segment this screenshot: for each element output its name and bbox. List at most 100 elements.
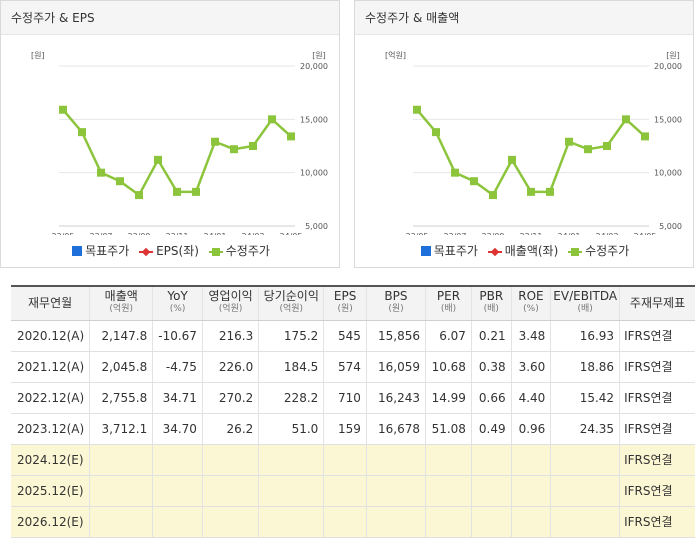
value-cell	[470, 444, 512, 476]
value-cell: 16,678	[365, 413, 426, 445]
column-header-label: 당기순이익	[263, 289, 319, 304]
adjusted-price-point[interactable]	[59, 105, 67, 114]
adjusted-price-point[interactable]	[230, 145, 238, 154]
adjusted-price-line	[62, 108, 292, 197]
adjusted-price-point[interactable]	[603, 142, 611, 150]
adjusted-price-point[interactable]	[154, 155, 162, 164]
column-header: EV/EBITDA (배)	[550, 285, 620, 321]
eps-chart-legend: 목표주가 EPS(좌) 수정주가	[1, 242, 341, 259]
adjusted-price-point[interactable]	[641, 132, 649, 141]
eps-chart-svg: [원] [원] 20,000 15,000 10,000 5,000 23/05 23/07 2…	[31, 51, 328, 235]
value-cell: 574	[323, 351, 367, 383]
value-cell	[365, 506, 426, 538]
legend-eps[interactable]: EPS(좌)	[139, 242, 199, 259]
value-cell	[365, 444, 426, 476]
table-body: 2020.12(A) 2,147.8 -10.67 216.3 175.2 545 15,8…	[11, 320, 695, 538]
adjusted-price-point[interactable]	[451, 168, 459, 177]
adjusted-price-point[interactable]	[192, 187, 200, 196]
adjusted-price-point[interactable]	[565, 137, 573, 146]
value-cell: 16,059	[365, 351, 426, 383]
legend-adjusted-price[interactable]: 수정주가	[208, 242, 270, 259]
value-cell: 51.0	[258, 413, 324, 445]
value-cell	[323, 506, 367, 538]
blue-square-icon	[72, 246, 83, 256]
period-cell: 2021.12(A)	[11, 351, 90, 383]
table-row: 2022.12(A) 2,755.8 34.71 270.2 228.2 710 16,24…	[11, 382, 695, 414]
adjusted-price-line	[416, 108, 646, 197]
value-cell	[510, 444, 551, 476]
column-header-label: PER	[436, 289, 461, 304]
legend-target-price[interactable]: 목표주가	[72, 242, 129, 259]
adjusted-price-point[interactable]	[268, 115, 276, 124]
column-header-unit: (억원)	[218, 304, 243, 315]
column-header-unit: (억원)	[109, 304, 134, 315]
value-cell: 270.2	[201, 382, 259, 414]
value-cell: 0.49	[470, 413, 512, 445]
value-cell: 0.38	[470, 351, 512, 383]
adjusted-price-point[interactable]	[622, 115, 630, 124]
table-row: 2020.12(A) 2,147.8 -10.67 216.3 175.2 545 15,8…	[11, 320, 695, 352]
column-header: 주재무제표	[619, 285, 695, 321]
column-header: EPS (원)	[323, 285, 367, 321]
green-square-line-icon	[568, 247, 583, 257]
sales-chart-title: 수정주가 & 매출액	[355, 1, 693, 35]
value-cell	[258, 444, 324, 476]
legend-sales[interactable]: 매출액(좌)	[487, 242, 558, 259]
value-cell	[550, 475, 620, 507]
legend-adjusted-price[interactable]: 수정주가	[568, 242, 629, 259]
table-row: 2025.12(E) IFRS연결	[11, 475, 695, 507]
column-header: ROE (%)	[510, 285, 551, 321]
adjusted-price-point[interactable]	[173, 187, 181, 196]
y-tick-label: 20,000	[654, 62, 682, 71]
value-cell: -4.75	[152, 351, 203, 383]
value-cell: 4.40	[510, 382, 551, 414]
adjusted-price-point[interactable]	[135, 191, 143, 200]
left-axis-unit: [억원]	[385, 50, 406, 60]
value-cell: 26.2	[201, 413, 259, 445]
adjusted-price-point[interactable]	[489, 191, 497, 200]
financial-table: 재무연월 매출액 (억원) YoY (%) 영업이익 (억원) 당기순이익 (억원) EPS (원)…	[11, 285, 695, 538]
value-cell: 0.96	[510, 413, 551, 445]
value-cell: 226.0	[201, 351, 259, 383]
adjusted-price-point[interactable]	[584, 145, 592, 154]
adjusted-price-point[interactable]	[116, 177, 124, 186]
y-tick-label: 15,000	[654, 115, 682, 124]
column-header-label: 영업이익	[208, 289, 253, 304]
legend-target-price[interactable]: 목표주가	[420, 242, 478, 259]
value-cell	[323, 475, 367, 507]
table-row: 2023.12(A) 3,712.1 34.70 26.2 51.0 159 16,678 5…	[11, 413, 695, 445]
value-cell	[152, 444, 203, 476]
sales-chart-svg: [억원] [원] 20,000 15,000 10,000 5,000 23/05 23/07…	[385, 50, 682, 235]
column-header-unit: (원)	[388, 304, 404, 315]
adjusted-price-point[interactable]	[287, 132, 295, 141]
value-cell: 175.2	[258, 320, 324, 352]
value-cell: 545	[323, 320, 367, 352]
value-cell	[550, 506, 620, 538]
value-cell: 34.71	[152, 382, 203, 414]
value-cell	[425, 444, 472, 476]
adjusted-price-point[interactable]	[249, 142, 257, 150]
adjusted-price-point[interactable]	[97, 168, 105, 177]
x-tick-label: 24/05	[633, 232, 656, 235]
adjusted-price-point[interactable]	[211, 137, 219, 146]
left-axis-unit: [원]	[31, 51, 45, 60]
value-cell: 3.48	[510, 320, 551, 352]
value-cell	[425, 475, 472, 507]
adjusted-price-point[interactable]	[78, 128, 86, 137]
value-cell	[201, 506, 259, 538]
right-axis-unit: [원]	[312, 51, 326, 60]
adjusted-price-point[interactable]	[432, 128, 440, 137]
green-square-line-icon	[208, 247, 223, 257]
value-cell: 3.60	[510, 351, 551, 383]
value-cell: 0.66	[470, 382, 512, 414]
red-diamond-line-icon	[487, 247, 502, 257]
adjusted-price-point[interactable]	[546, 187, 554, 196]
value-cell	[89, 475, 153, 507]
adjusted-price-point[interactable]	[508, 155, 516, 164]
adjusted-price-point[interactable]	[470, 177, 478, 186]
y-tick-label: 5,000	[659, 222, 682, 231]
table-row: 2024.12(E) IFRS연결	[11, 444, 695, 476]
adjusted-price-point[interactable]	[527, 187, 535, 196]
x-tick-label: 23/07	[443, 232, 466, 235]
adjusted-price-point[interactable]	[413, 105, 421, 114]
